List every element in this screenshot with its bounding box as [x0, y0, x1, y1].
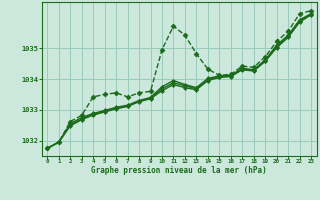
X-axis label: Graphe pression niveau de la mer (hPa): Graphe pression niveau de la mer (hPa): [91, 166, 267, 175]
